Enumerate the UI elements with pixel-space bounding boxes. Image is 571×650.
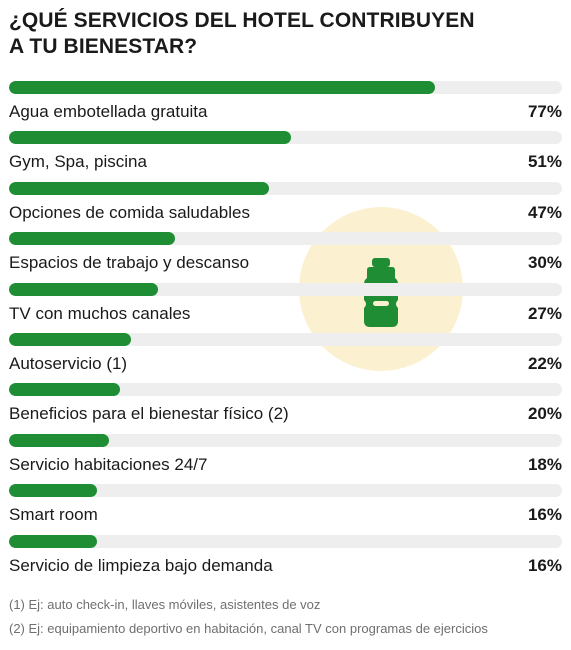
bar <box>9 534 98 548</box>
value-label: 16% <box>527 505 562 525</box>
value-label: 51% <box>527 152 562 172</box>
bar <box>9 484 98 498</box>
bar <box>9 433 109 447</box>
category-label: Smart room <box>9 505 98 525</box>
chart-title: ¿QUÉ SERVICIOS DEL HOTEL CONTRIBUYEN A T… <box>9 8 549 60</box>
bar-track <box>9 282 562 296</box>
bar-track <box>9 484 562 498</box>
bar-chart: Agua embotellada gratuita 77% Gym, Spa, pi… <box>9 81 562 575</box>
bar-track <box>9 232 562 246</box>
value-label: 22% <box>527 354 562 373</box>
bar <box>9 131 292 145</box>
value-label: 47% <box>527 202 562 222</box>
bar-track <box>9 333 562 346</box>
category-label: Beneficios para el bienestar físico (2) <box>9 404 289 424</box>
bar-track <box>9 81 562 94</box>
bar <box>9 282 159 296</box>
value-label: 27% <box>527 303 562 323</box>
value-label: 18% <box>527 454 562 474</box>
category-label: Servicio habitaciones 24/7 <box>9 454 208 474</box>
category-label: TV con muchos canales <box>9 303 191 323</box>
bar-track <box>9 433 562 447</box>
bar <box>9 232 175 246</box>
category-label: Servicio de limpieza bajo demanda <box>9 555 273 575</box>
footnote-2: (2) Ej: equipamiento deportivo en habita… <box>9 621 488 636</box>
category-label: Opciones de comida saludables <box>9 202 250 222</box>
value-label: 30% <box>527 253 562 273</box>
chart-title-line-2: A TU BIENESTAR? <box>9 35 198 58</box>
bar <box>9 81 435 94</box>
chart-title-line-1: ¿QUÉ SERVICIOS DEL HOTEL CONTRIBUYEN <box>9 9 475 32</box>
bar-track <box>9 383 562 397</box>
bar <box>9 383 120 397</box>
bar <box>9 333 131 346</box>
bar <box>9 181 269 195</box>
bar-track <box>9 181 562 195</box>
value-label: 16% <box>527 555 562 575</box>
category-label: Agua embotellada gratuita <box>9 102 208 121</box>
category-label: Autoservicio (1) <box>9 354 128 373</box>
bar-track <box>9 534 562 548</box>
value-label: 77% <box>527 102 562 121</box>
footnote-1: (1) Ej: auto check-in, llaves móviles, a… <box>9 597 321 612</box>
value-label: 20% <box>527 404 562 424</box>
bar-track <box>9 131 562 145</box>
category-label: Gym, Spa, piscina <box>9 152 147 172</box>
category-label: Espacios de trabajo y descanso <box>9 253 250 273</box>
